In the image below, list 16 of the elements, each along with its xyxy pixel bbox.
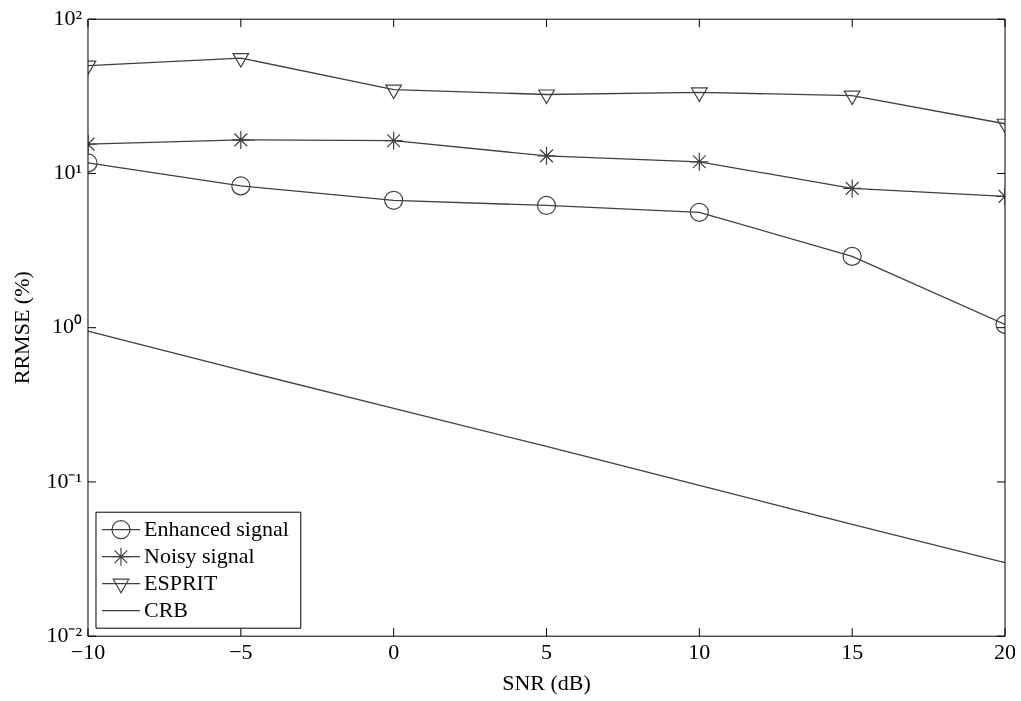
- legend-label: Noisy signal: [144, 543, 255, 569]
- x-tick-label: 5: [541, 639, 552, 665]
- legend-label: ESPRIT: [144, 570, 218, 596]
- x-tick-label: −5: [229, 639, 253, 665]
- legend-label: CRB: [144, 597, 189, 623]
- x-tick-label: 20: [994, 639, 1016, 665]
- legend-label: Enhanced signal: [144, 516, 289, 542]
- y-axis-title: RRMSE (%): [8, 271, 34, 385]
- y-tick-label: 10⁻¹: [46, 467, 82, 493]
- x-tick-label: 10: [688, 639, 711, 665]
- y-tick-label: 10¹: [53, 159, 82, 185]
- y-tick-label: 10²: [53, 4, 83, 30]
- y-tick-label: 10⁰: [52, 313, 82, 339]
- x-axis-title: SNR (dB): [502, 669, 591, 695]
- x-tick-label: 0: [388, 639, 400, 665]
- x-tick-label: 15: [841, 639, 864, 665]
